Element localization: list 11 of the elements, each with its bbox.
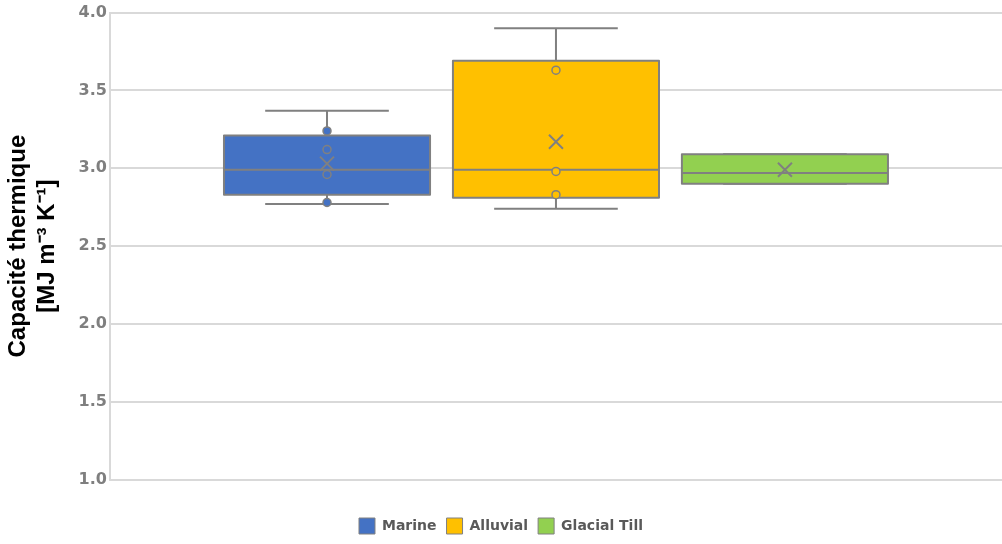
y-tick-label: 4.0 xyxy=(78,1,107,21)
legend-label: Alluvial xyxy=(469,516,529,533)
legend-label: Marine xyxy=(381,516,437,533)
y-tick-label: 3.5 xyxy=(78,79,107,99)
y-tick-label: 2.5 xyxy=(78,235,107,255)
y-tick-label: 3.0 xyxy=(78,157,107,177)
legend-label: Glacial Till xyxy=(561,516,644,533)
y-tick-label: 2.0 xyxy=(78,313,107,333)
y-axis-title: Capacité thermique [MJ m⁻³ K⁻¹] xyxy=(3,134,59,358)
y-tick-label: 1.0 xyxy=(78,468,107,488)
y-tick-label: 1.5 xyxy=(78,390,107,410)
